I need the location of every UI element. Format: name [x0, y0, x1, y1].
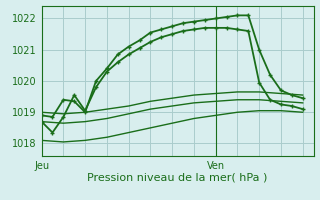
X-axis label: Pression niveau de la mer( hPa ): Pression niveau de la mer( hPa ): [87, 172, 268, 182]
